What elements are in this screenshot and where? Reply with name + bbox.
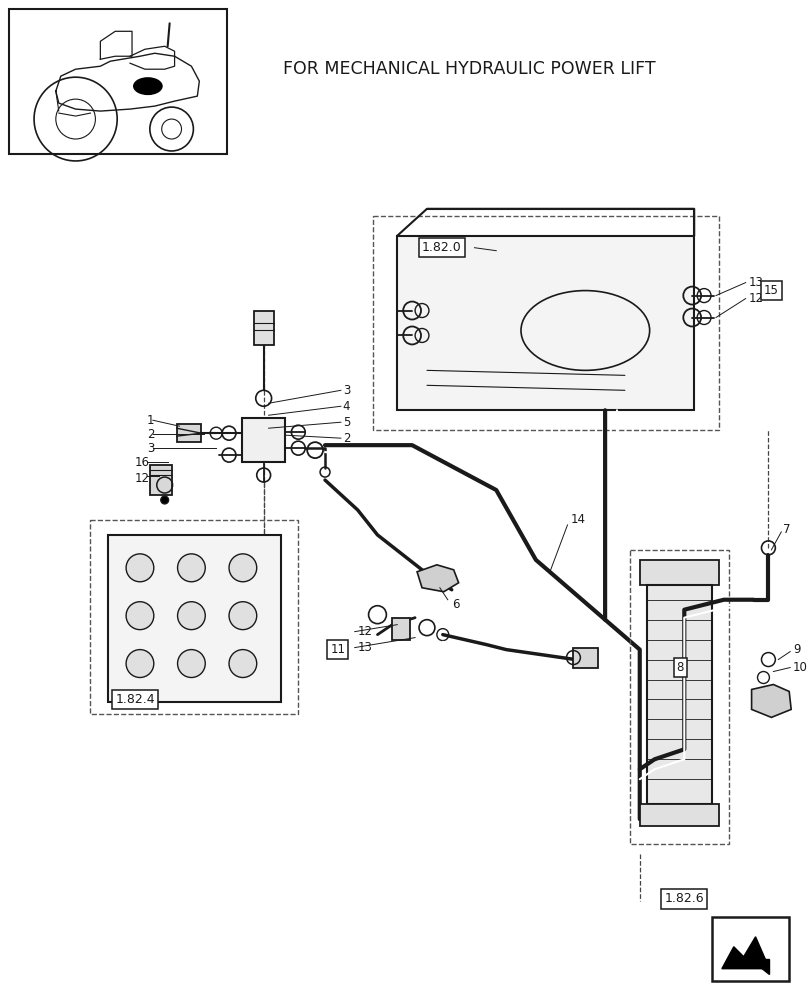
- Bar: [639, 560, 718, 585]
- Text: 13: 13: [357, 641, 372, 654]
- Text: 11: 11: [330, 643, 345, 656]
- Circle shape: [178, 602, 205, 630]
- Bar: [397, 236, 693, 410]
- Text: 12: 12: [748, 292, 762, 305]
- Polygon shape: [721, 937, 769, 969]
- Bar: [646, 585, 711, 804]
- Bar: [90, 520, 298, 714]
- Text: 1: 1: [147, 414, 154, 427]
- Text: 1.82.4: 1.82.4: [115, 693, 155, 706]
- Text: 12: 12: [357, 625, 372, 638]
- Text: 5: 5: [342, 416, 350, 429]
- Polygon shape: [749, 959, 769, 974]
- Circle shape: [229, 650, 256, 678]
- Text: 1.82.0: 1.82.0: [422, 241, 461, 254]
- Bar: [629, 550, 728, 844]
- Circle shape: [126, 602, 153, 630]
- Text: 16: 16: [135, 456, 150, 469]
- Text: 10: 10: [792, 661, 807, 674]
- Text: 7: 7: [783, 523, 790, 536]
- Bar: [150, 465, 171, 495]
- Text: 14: 14: [570, 513, 585, 526]
- Text: 9: 9: [792, 643, 800, 656]
- Circle shape: [126, 650, 153, 678]
- Text: FOR MECHANICAL HYDRAULIC POWER LIFT: FOR MECHANICAL HYDRAULIC POWER LIFT: [283, 60, 655, 78]
- Bar: [372, 216, 718, 430]
- Polygon shape: [751, 684, 790, 717]
- Ellipse shape: [133, 77, 162, 95]
- Text: 13: 13: [748, 276, 762, 289]
- Circle shape: [229, 554, 256, 582]
- Bar: [108, 535, 281, 702]
- Text: 6: 6: [451, 598, 459, 611]
- Circle shape: [178, 650, 205, 678]
- Text: 2: 2: [342, 432, 350, 445]
- Bar: [639, 804, 718, 826]
- Text: 1.82.6: 1.82.6: [663, 892, 703, 905]
- Text: 15: 15: [763, 284, 778, 297]
- Text: 8: 8: [676, 661, 683, 674]
- Bar: [573, 648, 598, 668]
- Text: 2: 2: [147, 428, 154, 441]
- Text: 12: 12: [135, 472, 150, 485]
- Bar: [9, 9, 227, 154]
- Circle shape: [126, 554, 153, 582]
- Bar: [242, 418, 285, 462]
- Bar: [176, 424, 201, 442]
- Circle shape: [229, 602, 256, 630]
- Text: 3: 3: [342, 384, 350, 397]
- Bar: [392, 618, 410, 640]
- Circle shape: [178, 554, 205, 582]
- Text: 4: 4: [342, 400, 350, 413]
- Text: 3: 3: [147, 442, 154, 455]
- Circle shape: [161, 496, 169, 504]
- Bar: [711, 917, 788, 981]
- Polygon shape: [417, 565, 458, 592]
- Bar: [254, 311, 273, 345]
